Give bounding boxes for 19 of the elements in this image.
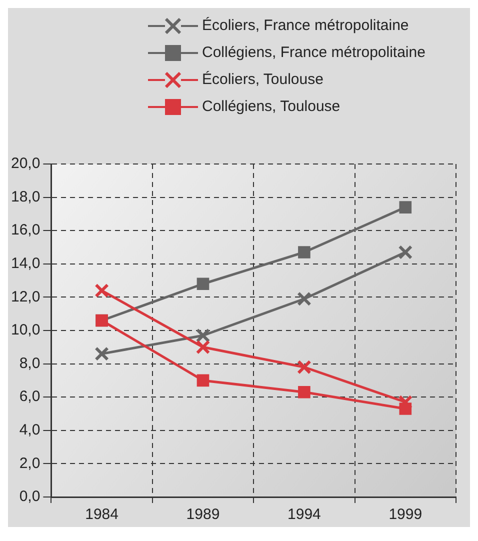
y-tick-label: 2,0 [19,454,40,472]
x-tick-label: 1989 [186,506,220,524]
y-tick-label: 12,0 [10,288,40,306]
y-tick-label: 20,0 [10,155,40,172]
y-tick-label: 0,0 [19,488,40,506]
legend-label: Écoliers, Toulouse [202,71,324,88]
y-tick-label: 4,0 [19,422,40,439]
y-tick-label: 8,0 [19,354,40,372]
legend-label: Écoliers, France métropolitaine [202,17,409,34]
x-tick-label: 1999 [388,506,422,524]
x-tick-label: 1994 [288,506,321,524]
x-tick-label: 1984 [85,506,118,524]
y-tick-label: 18,0 [10,188,40,206]
y-tick-label: 10,0 [10,322,40,339]
legend-label: Collégiens, Toulouse [202,98,340,115]
y-tick-label: 14,0 [10,255,40,272]
legend-label: Collégiens, France métropolitaine [202,44,426,61]
y-tick-label: 6,0 [19,388,40,406]
y-tick-label: 16,0 [10,222,40,239]
